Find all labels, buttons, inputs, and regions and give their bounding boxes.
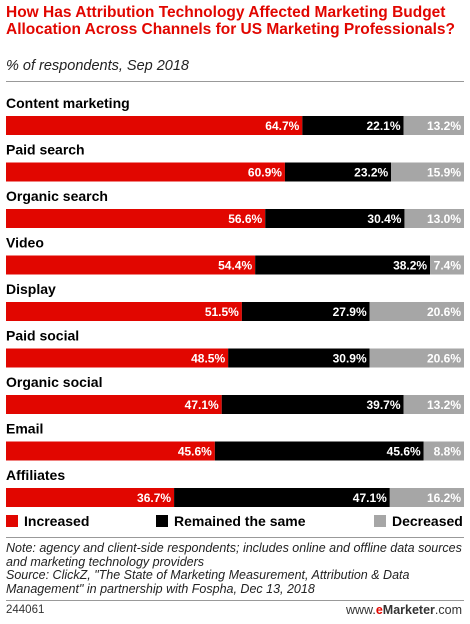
legend-item-decreased: Decreased <box>374 513 463 529</box>
bar-organic-search-decreased <box>404 209 464 228</box>
category-label-email: Email <box>6 421 43 437</box>
bar-content-marketing-remained-same <box>302 116 404 135</box>
category-label-organic-social: Organic social <box>6 374 102 390</box>
bottom-divider <box>6 537 464 538</box>
stacked-bar-chart: Content marketing 64.7% 22.1% 13.2% Paid sea… <box>6 95 464 507</box>
value-label-paid-social-remained-same: 30.9% <box>333 352 367 366</box>
value-label-organic-social-increased: 47.1% <box>185 398 219 412</box>
bar-paid-search-increased <box>6 162 285 182</box>
legend-label-remained-same: Remained the same <box>174 513 306 529</box>
category-label-paid-search: Paid search <box>6 142 85 158</box>
legend-swatch-decreased <box>374 515 386 527</box>
value-label-email-remained-same: 45.6% <box>387 445 421 459</box>
bar-paid-social-decreased <box>369 348 464 368</box>
footer-divider <box>6 600 464 601</box>
legend-label-increased: Increased <box>24 513 90 529</box>
value-label-video-increased: 54.4% <box>218 259 252 273</box>
value-label-organic-search-decreased: 13.0% <box>427 212 461 226</box>
bar-organic-social-increased <box>6 395 222 414</box>
value-label-affiliates-decreased: 16.2% <box>427 491 461 505</box>
bar-email-increased <box>6 441 215 461</box>
value-label-content-marketing-remained-same: 22.1% <box>367 119 401 133</box>
footnote: Note: agency and client-side respondents… <box>6 541 464 596</box>
note-text: Note: agency and client-side respondents… <box>6 541 462 569</box>
value-label-paid-social-decreased: 20.6% <box>427 352 461 366</box>
category-label-affiliates: Affiliates <box>6 467 65 483</box>
bar-paid-search-decreased <box>391 162 464 182</box>
bar-content-marketing-decreased <box>403 116 464 135</box>
top-divider <box>6 81 464 82</box>
value-label-organic-social-remained-same: 39.7% <box>367 398 401 412</box>
legend-swatch-remained-same <box>156 515 168 527</box>
legend-swatch-increased <box>6 515 18 527</box>
bar-paid-social-increased <box>6 348 229 368</box>
value-label-paid-search-decreased: 15.9% <box>427 166 461 180</box>
legend-label-decreased: Decreased <box>392 513 463 529</box>
bar-paid-social-remained-same <box>228 348 370 368</box>
chart-id: 244061 <box>6 604 45 616</box>
bar-video-increased <box>6 255 256 275</box>
bar-affiliates-decreased <box>389 488 464 507</box>
value-label-content-marketing-decreased: 13.2% <box>427 119 461 133</box>
bar-email-decreased <box>423 441 464 461</box>
value-label-email-decreased: 8.8% <box>434 445 462 459</box>
bar-video-decreased <box>430 255 464 275</box>
bar-organic-social-remained-same <box>221 395 404 414</box>
bar-paid-search-remained-same <box>284 162 392 182</box>
category-label-display: Display <box>6 281 56 297</box>
bar-video-remained-same <box>255 255 431 275</box>
legend-item-remained-same: Remained the same <box>156 513 306 529</box>
value-label-paid-search-increased: 60.9% <box>248 166 282 180</box>
category-label-video: Video <box>6 235 44 251</box>
category-label-organic-search: Organic search <box>6 188 108 204</box>
bar-email-remained-same <box>214 441 424 461</box>
bar-display-decreased <box>369 302 464 321</box>
value-label-paid-social-increased: 48.5% <box>191 352 225 366</box>
brand-e: e <box>375 603 383 617</box>
bar-organic-search-increased <box>6 209 266 228</box>
brand-suffix: .com <box>434 603 462 617</box>
value-label-display-decreased: 20.6% <box>427 305 461 319</box>
value-label-organic-search-remained-same: 30.4% <box>367 212 401 226</box>
source-text: Source: ClickZ, "The State of Marketing … <box>6 568 410 596</box>
chart-subtitle: % of respondents, Sep 2018 <box>6 58 189 74</box>
value-label-organic-search-increased: 56.6% <box>228 212 262 226</box>
bar-display-increased <box>6 302 242 321</box>
bar-organic-social-decreased <box>403 395 464 414</box>
value-label-video-remained-same: 38.2% <box>393 259 427 273</box>
legend: Increased Remained the same Decreased <box>6 513 464 529</box>
brand-prefix: www. <box>345 603 376 617</box>
value-label-video-decreased: 7.4% <box>434 259 462 273</box>
category-label-content-marketing: Content marketing <box>6 95 130 111</box>
bar-display-remained-same <box>241 302 370 321</box>
bar-affiliates-increased <box>6 488 175 507</box>
value-label-display-remained-same: 27.9% <box>333 305 367 319</box>
emarketer-logo[interactable]: www.eMarketer.com <box>346 603 462 617</box>
brand-name: Marketer <box>382 603 435 617</box>
value-label-display-increased: 51.5% <box>205 305 239 319</box>
category-label-paid-social: Paid social <box>6 328 79 344</box>
bar-content-marketing-increased <box>6 116 303 135</box>
bar-organic-search-remained-same <box>265 209 405 228</box>
value-label-email-increased: 45.6% <box>178 445 212 459</box>
value-label-affiliates-increased: 36.7% <box>137 491 171 505</box>
value-label-content-marketing-increased: 64.7% <box>265 119 299 133</box>
value-label-organic-social-decreased: 13.2% <box>427 398 461 412</box>
value-label-paid-search-remained-same: 23.2% <box>354 166 388 180</box>
legend-item-increased: Increased <box>6 513 89 529</box>
value-label-affiliates-remained-same: 47.1% <box>353 491 387 505</box>
bar-affiliates-remained-same <box>174 488 390 507</box>
chart-title: How Has Attribution Technology Affected … <box>6 4 456 38</box>
